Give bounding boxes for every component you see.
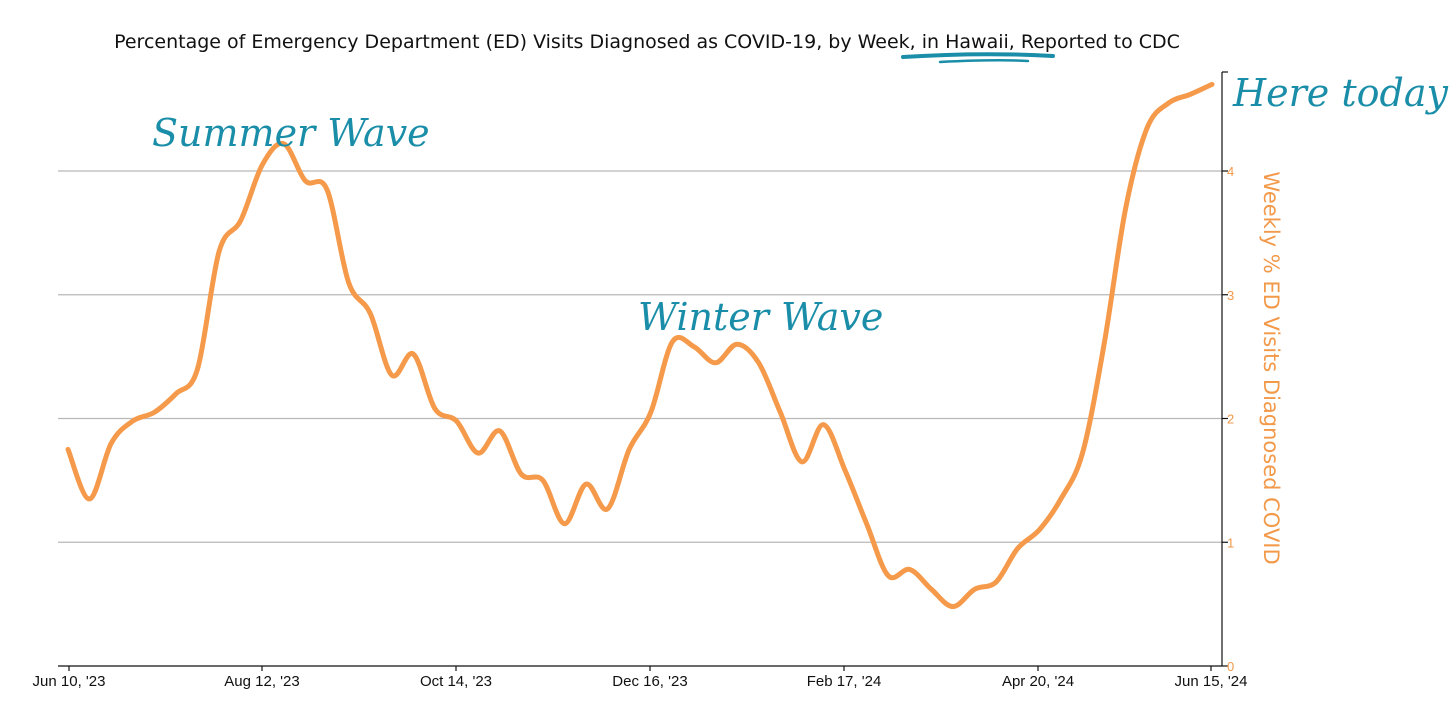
- y-tick-label: 0: [1227, 659, 1234, 674]
- annotation-summer-wave: Summer Wave: [152, 111, 430, 155]
- x-tick-label: Dec 16, '23: [612, 673, 687, 690]
- series-line: [65, 81, 1215, 610]
- x-tick-label: Oct 14, '23: [420, 673, 492, 690]
- x-tick-label: Jun 10, '23: [33, 673, 106, 690]
- axes: [58, 72, 1223, 667]
- x-tick-label: Jun 15, '24: [1175, 673, 1248, 690]
- title-underline-mark: [901, 52, 1055, 59]
- x-axis-ticks: Jun 10, '23 Aug 12, '23 Oct 14, '23 Dec 16,…: [33, 666, 1248, 690]
- annotation-winter-wave: Winter Wave: [638, 295, 883, 339]
- x-tick-label: Feb 17, '24: [807, 673, 882, 690]
- annotation-here-today: Here today: [1232, 71, 1448, 115]
- y-axis-ticks: 0 1 2 3 4: [1222, 71, 1234, 674]
- x-tick-label: Aug 12, '23: [224, 673, 299, 690]
- x-tick-label: Apr 20, '24: [1002, 673, 1074, 690]
- y-tick-label: 3: [1227, 288, 1234, 303]
- y-tick-label: 2: [1227, 412, 1234, 427]
- gridlines: [58, 170, 1222, 543]
- y-axis-label: Weekly % ED Visits Diagnosed COVID: [1259, 171, 1283, 564]
- title-underline-mark-2: [938, 59, 1030, 64]
- y-tick-label: 1: [1227, 535, 1234, 550]
- chart-title: Percentage of Emergency Department (ED) …: [114, 31, 1180, 53]
- y-tick-label: 4: [1227, 164, 1234, 179]
